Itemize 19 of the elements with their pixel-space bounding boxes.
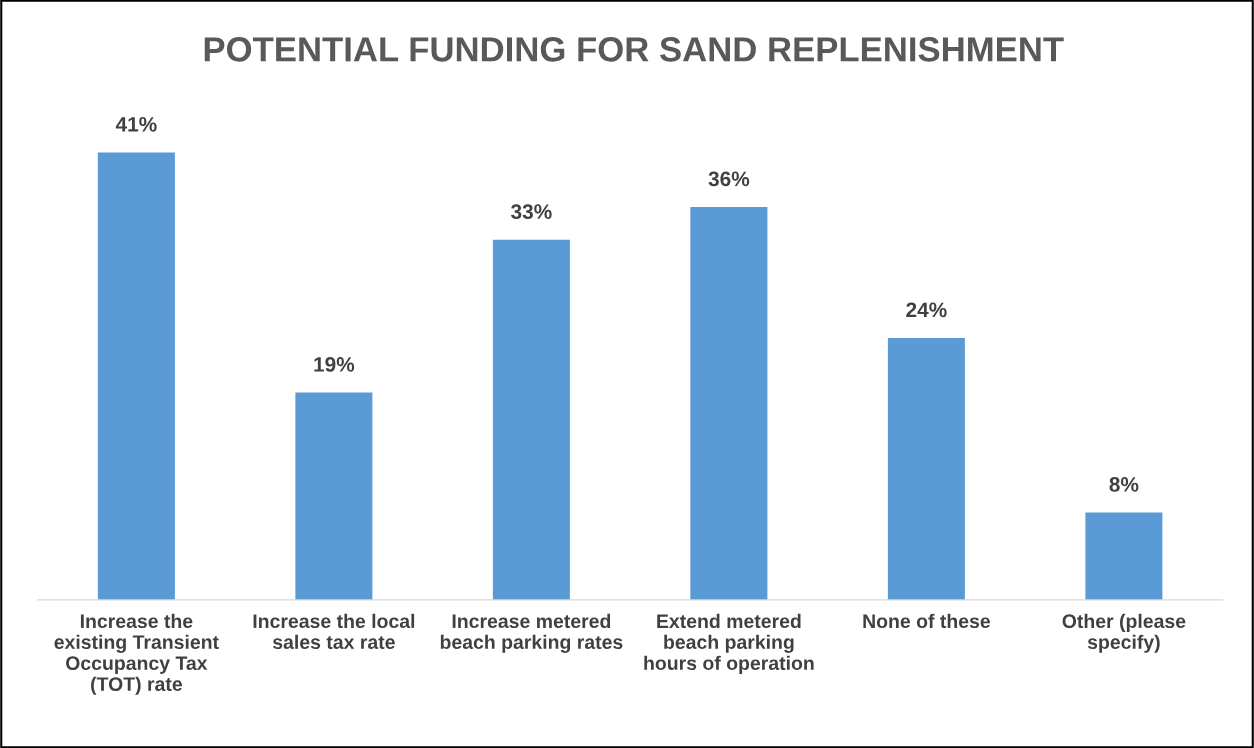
- x-tick-label: Increase metered beach parking rates: [440, 613, 623, 653]
- x-tick-label: Extend metered beach parking hours of operation: [644, 613, 814, 674]
- bar: [887, 337, 965, 600]
- data-label: 36%: [708, 171, 750, 187]
- data-label: 8%: [1109, 477, 1139, 492]
- x-tick-label: Increase the local sales tax rate: [253, 613, 415, 650]
- data-label: 19%: [314, 357, 355, 372]
- x-tick-label: None of these: [863, 613, 991, 629]
- x-tick-label: Increase the existing Transient Occupancy Tax (TOT) rate: [54, 613, 219, 695]
- chart-title: POTENTIAL FUNDING FOR SAND REPLENISHMENT: [204, 37, 1064, 62]
- bar: [1085, 512, 1163, 600]
- data-label: 41%: [115, 116, 157, 132]
- data-label: 33%: [511, 204, 552, 220]
- bar: [690, 207, 768, 600]
- data-label: 24%: [906, 302, 947, 318]
- bar: [295, 392, 373, 600]
- bar: [97, 152, 175, 600]
- bar: [492, 239, 570, 600]
- x-tick-label: Other (please specify): [1062, 613, 1186, 653]
